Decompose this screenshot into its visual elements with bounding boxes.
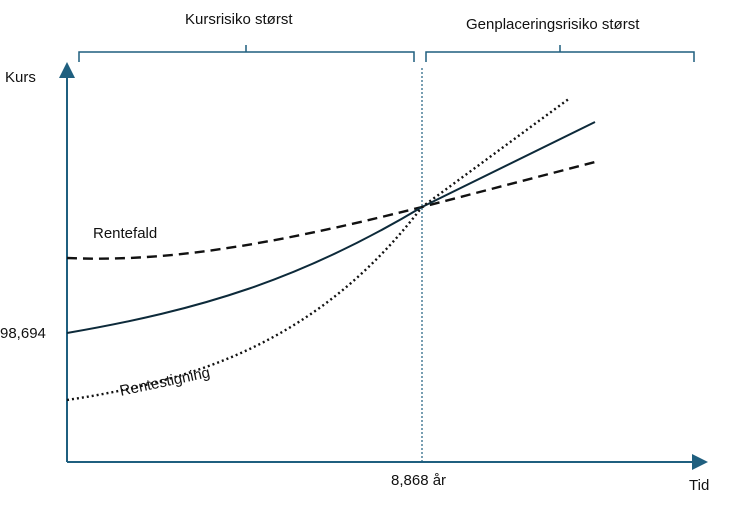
x-tick-label: 8,868 år [391, 472, 447, 489]
curve-label-rentefald: Rentefald [93, 225, 158, 242]
region-label-kursrisiko: Kursrisiko størst [185, 11, 293, 28]
y-tick-label: 98,694 [0, 325, 46, 342]
curve-rentefald [66, 160, 596, 260]
bracket-kursrisiko [78, 45, 415, 62]
x-axis-label: Tid [689, 477, 710, 494]
curve-rentestigning [66, 97, 571, 402]
region-label-genplacering: Genplaceringsrisiko størst [466, 16, 640, 33]
curve-base [66, 121, 596, 334]
y-axis-label: Kurs [5, 69, 36, 86]
bracket-genplacering [425, 45, 695, 62]
